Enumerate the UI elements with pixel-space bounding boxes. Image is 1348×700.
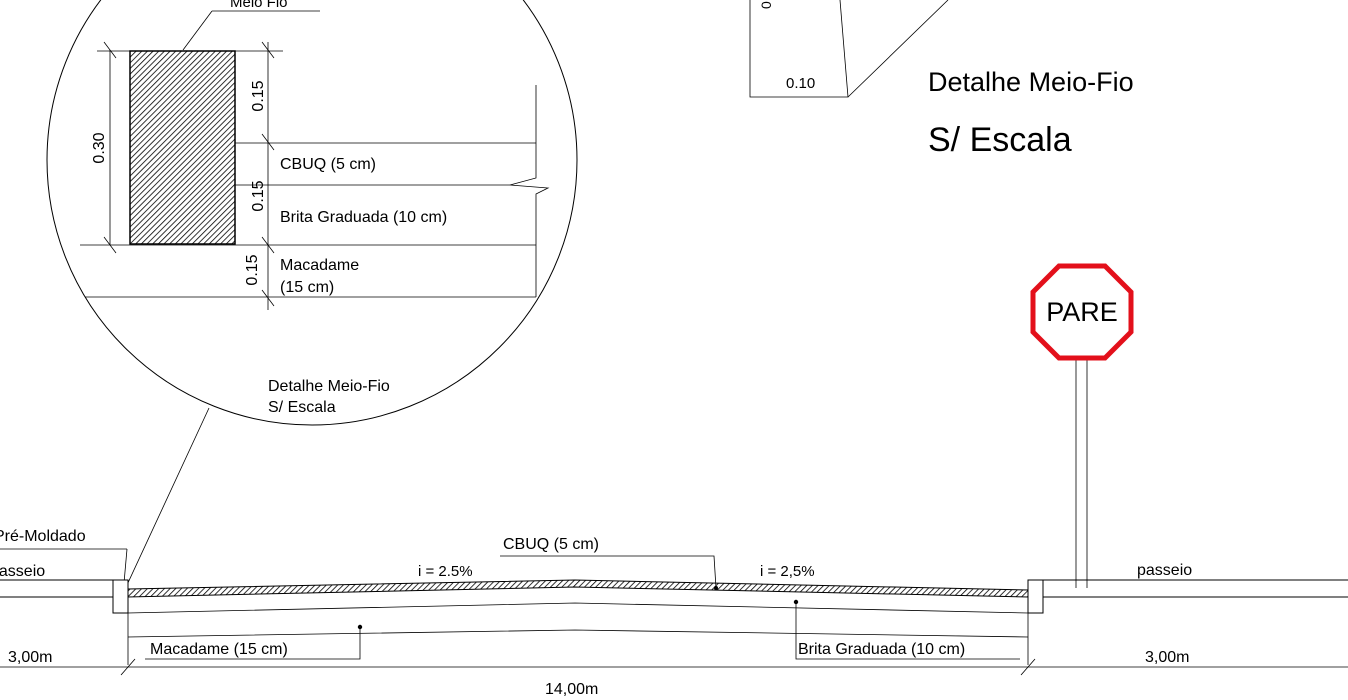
brita-layer-line [127, 602, 1029, 614]
dim-top-label: 0.15 [250, 80, 267, 111]
brita-label: Brita Graduada (10 cm) [798, 641, 965, 658]
layer-macadame-label-1: Macadame [280, 257, 359, 274]
dim-total-label: 0.30 [91, 132, 108, 163]
layer-brita-label: Brita Graduada (10 cm) [280, 209, 447, 226]
curb-detail-subtitle: S/ Escala [928, 121, 1072, 159]
detail-leader-line [126, 407, 210, 586]
layer-macadame-label-2: (15 cm) [280, 279, 334, 296]
dim-bottom-label: 0.15 [244, 254, 261, 285]
curb-detail: 0.10 0 Detalhe Meio-Fio S/ Escala [749, 0, 1134, 159]
right-curb [1027, 579, 1044, 614]
curb-block [129, 50, 236, 245]
left-curb [112, 579, 129, 614]
macadame-layer-line [127, 629, 1029, 638]
stop-sign-text: PARE [1046, 297, 1118, 327]
detail-circle-outline [46, 0, 578, 426]
break-line [509, 85, 550, 297]
cross-section: Pré-Moldado passeio passeio CBUQ (5 cm) … [0, 528, 1348, 698]
cbuq-label: CBUQ (5 cm) [503, 536, 599, 553]
curb-leader [847, 0, 949, 98]
circle-caption-2: S/ Escala [268, 399, 336, 416]
layer-cbuq-label: CBUQ (5 cm) [280, 156, 376, 173]
slope-right-label: i = 2,5% [760, 563, 815, 580]
brita-leader-dot [793, 599, 799, 605]
curb-detail-title: Detalhe Meio-Fio [928, 67, 1134, 97]
left-curb-label: Pré-Moldado [0, 528, 86, 545]
curb-profile [749, 0, 849, 98]
macadame-leader [145, 627, 361, 660]
macadame-label: Macadame (15 cm) [150, 641, 288, 658]
curb-label: Meio Fio [230, 0, 288, 11]
left-sidewalk-label: passeio [0, 563, 45, 580]
curb-clipped-glyph: 0 [758, 1, 774, 9]
curb-width-label: 0.10 [786, 75, 815, 92]
right-sidewalk-label: passeio [1137, 562, 1192, 579]
total-width-label: 14,00m [545, 681, 598, 698]
left-width-label: 3,00m [8, 649, 52, 666]
cbuq-layer [127, 579, 1029, 598]
dim-mid-label: 0.15 [250, 180, 267, 211]
macadame-leader-dot [357, 624, 363, 630]
detail-circle: Meio Fio 0.30 0.15 0.15 0.15 [46, 0, 578, 586]
circle-caption-1: Detalhe Meio-Fio [268, 378, 390, 395]
right-width-label: 3,00m [1145, 649, 1189, 666]
stop-sign-octagon [1030, 263, 1134, 361]
brita-leader [795, 602, 1020, 660]
stop-sign: PARE [1030, 263, 1134, 588]
cbuq-leader [500, 555, 717, 589]
slope-left-label: i = 2.5% [418, 563, 473, 580]
cbuq-leader-dot [714, 586, 718, 590]
